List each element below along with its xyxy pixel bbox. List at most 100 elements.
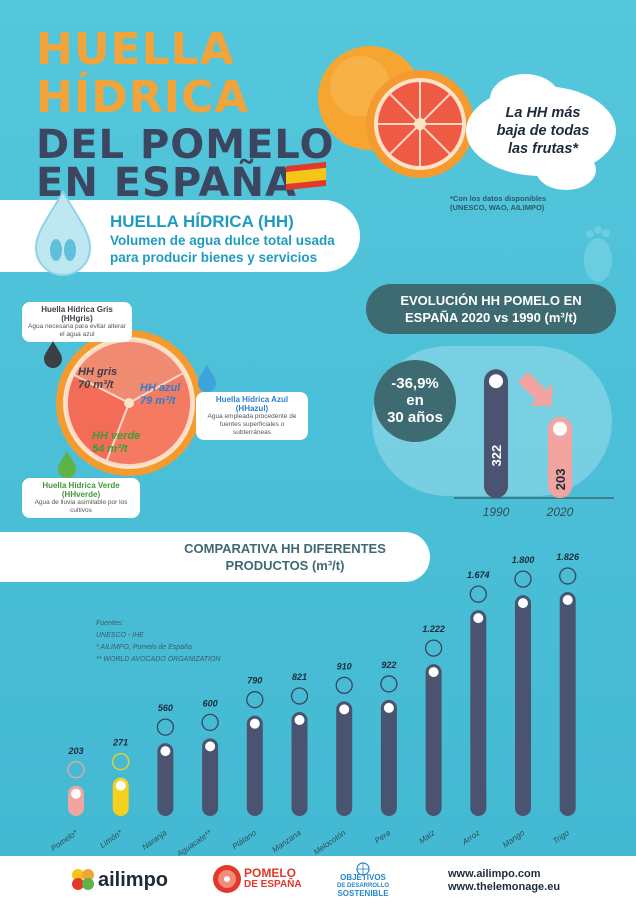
ods-line-1: OBJETIVOS (340, 873, 386, 882)
comparison-category-label: Maíz (417, 828, 436, 845)
product-icon (424, 639, 443, 657)
evolution-heading: EVOLUCIÓN HH POMELO EN ESPAÑA 2020 vs 19… (366, 284, 616, 334)
pomelo-logo-icon (213, 865, 241, 893)
sources-line-3: ** WORLD AVOCADO ORGANIZATION (96, 656, 221, 663)
pomelo-line-1: POMELO (244, 866, 297, 880)
title-line-1: HUELLA (36, 24, 235, 75)
comparison-bar (515, 595, 531, 816)
comparison-value-label: 922 (381, 660, 396, 670)
website-thelemonage-link[interactable]: www.thelemonage.eu (448, 881, 561, 893)
comparison-bar (559, 592, 576, 816)
comparison-bar (425, 664, 442, 816)
product-icon (469, 585, 487, 603)
composition-pie (56, 330, 202, 476)
sources-title: Fuentes: (96, 620, 124, 627)
comparison-category-label: Plátano (231, 828, 259, 851)
comparison-bar-cap (159, 745, 172, 758)
evolution-chart: 322 1990 203 2020 (454, 369, 614, 519)
seg-azul-label: HH azul (140, 382, 181, 394)
ods-line-3: SOSTENIBLE (337, 889, 389, 898)
comparison-bar-cap (70, 787, 82, 800)
comparison-bar-cap (248, 717, 261, 730)
data-note-line-2: (UNESCO, WAO, AILIMPO) (450, 203, 545, 212)
verde-desc: Agua de lluvia asimilable por los cultiv… (34, 499, 128, 514)
azul-title: Huella Hídrica Azul (HHazul) (215, 395, 289, 413)
sources: Fuentes: UNESCO - IHE * AILIMPO, Pomelo … (96, 618, 220, 666)
comparison-category-label: Pomelo* (49, 828, 80, 853)
seg-verde-value: 54 m³/t (92, 443, 128, 455)
comparison-bar-cap (382, 701, 395, 714)
verde-label-box: Huella Hídrica Verde (HHverde) Agua de l… (22, 478, 140, 518)
gris-desc: Agua necesaria para evitar alterar el ag… (28, 323, 126, 338)
callout-line-1: La HH más (505, 105, 581, 121)
comparison-bar (470, 610, 487, 816)
callout-cloud-bump (490, 74, 560, 124)
comparison-value-label: 910 (337, 661, 352, 671)
comparison-value-label: 600 (203, 698, 218, 708)
comparison-value-label: 560 (158, 703, 173, 713)
evolution-value-label: 203 (553, 469, 568, 491)
comparison-bar-cap (338, 703, 351, 716)
ods-logo-text: OBJETIVOS DE DESARROLLO SOSTENIBLE (326, 874, 400, 898)
comparison-category-label: Aguacate** (174, 828, 213, 856)
azul-drop-icon (198, 365, 216, 392)
title-line-4: EN ESPAÑA (36, 160, 297, 206)
evolution-bar-1990 (484, 369, 508, 498)
footprint-icon (584, 226, 612, 282)
pie-slice-azul (105, 371, 192, 466)
comparison-bar-cap (204, 740, 217, 753)
comparison-category-label: Mango (501, 828, 527, 850)
seg-azul-text: HH azul 79 m³/t (140, 382, 180, 408)
product-icon (246, 691, 264, 709)
change-badge: -36,9% en 30 años (374, 360, 456, 442)
evolution-category-label: 1990 (483, 505, 510, 519)
callout-line-2: baja de todas (496, 123, 590, 139)
comparison-value-label: 203 (67, 746, 83, 756)
evolution-bar-2020 (548, 416, 572, 498)
comparison-category-label: Trigo (551, 828, 571, 846)
verde-title: Huella Hídrica Verde (HHverde) (42, 481, 120, 499)
comparison-bar-cap (114, 779, 127, 792)
comparison-heading: COMPARATIVA HH DIFERENTES PRODUCTOS (m³/… (0, 532, 430, 582)
comparison-value-label: 271 (112, 738, 128, 748)
comparison-bar-cap (517, 597, 529, 610)
ailimpo-logo-text: ailimpo (98, 869, 169, 891)
comparison-bar-cap (293, 713, 306, 726)
comparison-bar (246, 715, 263, 816)
product-icon (380, 675, 398, 693)
comparison-bar-cap (561, 594, 574, 606)
gris-title: Huella Hídrica Gris (HHgris) (41, 305, 113, 323)
comparison-bar (202, 738, 219, 816)
comparison-bar-cap (472, 612, 485, 625)
comparison-category-label: Naranja (140, 828, 169, 852)
seg-gris-value: 70 m³/t (78, 379, 114, 391)
pie-slice-verde (66, 373, 131, 463)
footer (0, 856, 636, 900)
verde-drop-icon (58, 451, 76, 478)
evolution-heading-line-2: ESPAÑA 2020 vs 1990 (m³/t) (405, 310, 577, 325)
comparison-bar (157, 743, 174, 816)
evolution-value-label: 322 (489, 445, 504, 467)
product-icon (67, 761, 85, 779)
comparison-chart: 203 Pomelo* 271 Limón* 560 Naranja 600 Aguacate… (49, 552, 580, 856)
product-icon (514, 570, 532, 588)
data-note-line-1: *Con los datos disponibles (450, 194, 547, 203)
comparison-value-label: 1.674 (467, 570, 490, 580)
comparison-category-label: Limón* (98, 828, 124, 850)
gris-label-box: Huella Hídrica Gris (HHgris) Agua necesa… (22, 302, 132, 342)
evolution-category-label: 2020 (546, 505, 574, 519)
callout-text: La HH más baja de todas las frutas* (478, 104, 608, 158)
comparison-bar-cap (427, 666, 440, 679)
comparison-heading-line-1: COMPARATIVA HH DIFERENTES (184, 541, 386, 556)
title-line-2: HÍDRICA (36, 72, 250, 123)
seg-gris-label: HH gris (78, 366, 118, 378)
pomelo-logo-text: POMELO DE ESPAÑA (244, 867, 302, 891)
comparison-value-label: 821 (292, 672, 307, 682)
comparison-category-label: Arroz (460, 828, 482, 847)
website-ailimpo-link[interactable]: www.ailimpo.com (448, 868, 541, 880)
product-icon (201, 713, 219, 732)
data-note: *Con los datos disponibles (UNESCO, WAO,… (450, 194, 546, 212)
comparison-category-label: Melocotón (312, 828, 348, 856)
comparison-category-label: Pera (373, 828, 392, 845)
